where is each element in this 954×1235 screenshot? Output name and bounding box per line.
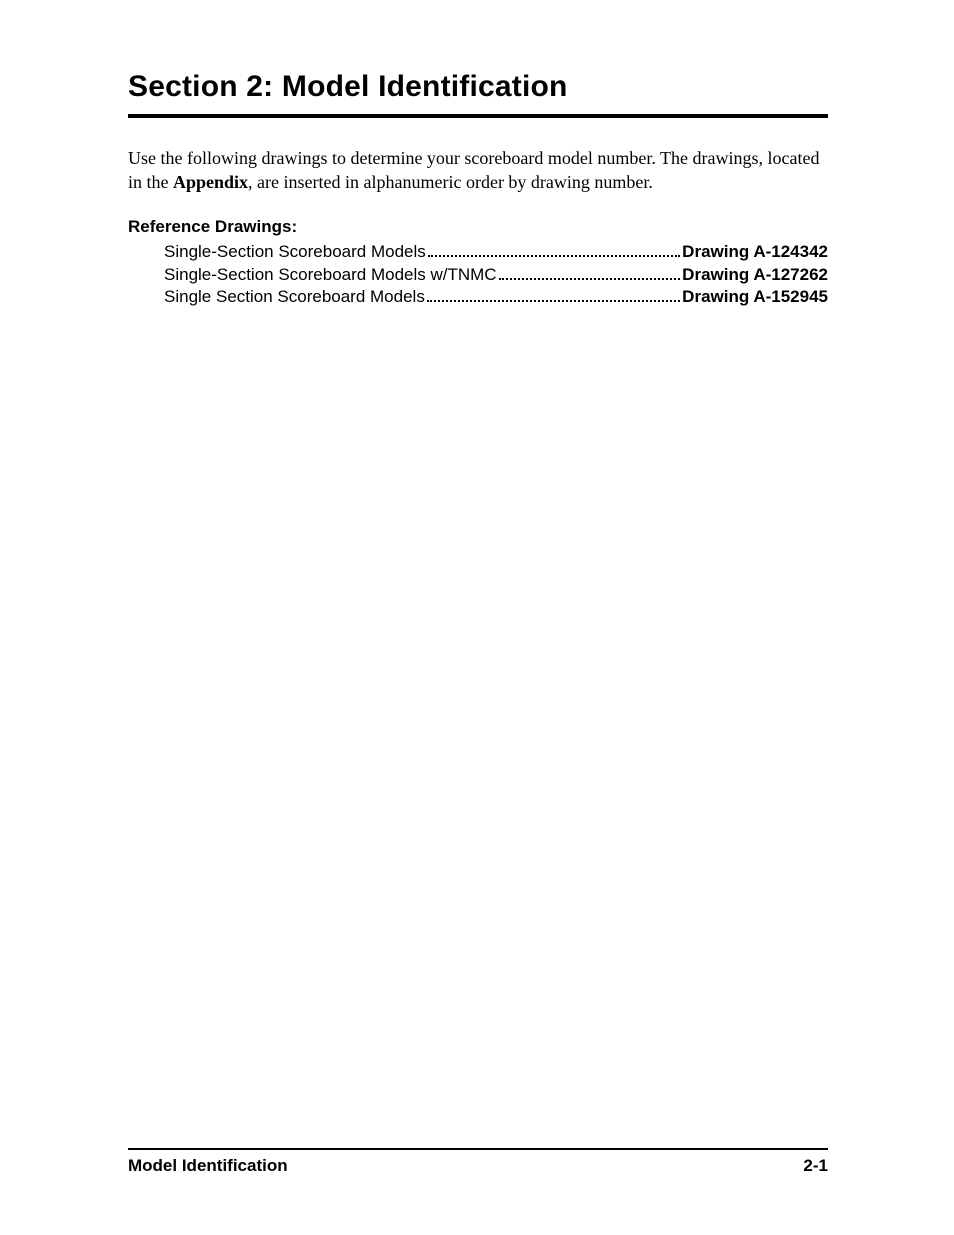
page-footer: Model Identification 2-1	[128, 1148, 828, 1176]
reference-drawing: Drawing A-152945	[682, 286, 828, 309]
reference-drawing: Drawing A-124342	[682, 241, 828, 264]
intro-paragraph: Use the following drawings to determine …	[128, 146, 828, 195]
footer-row: Model Identification 2-1	[128, 1156, 828, 1176]
reference-row: Single-Section Scoreboard Models Drawing…	[164, 241, 828, 264]
reference-row: Single Section Scoreboard Models Drawing…	[164, 286, 828, 309]
intro-bold: Appendix	[173, 172, 248, 192]
reference-label: Single Section Scoreboard Models	[164, 286, 425, 309]
intro-text-2: , are inserted in alphanumeric order by …	[248, 172, 653, 192]
reference-list: Single-Section Scoreboard Models Drawing…	[128, 241, 828, 310]
footer-section-name: Model Identification	[128, 1156, 288, 1176]
footer-rule	[128, 1148, 828, 1150]
reference-label: Single-Section Scoreboard Models w/TNMC	[164, 264, 497, 287]
reference-heading: Reference Drawings:	[128, 217, 828, 237]
section-title: Section 2: Model Identification	[128, 70, 828, 114]
page-content: Section 2: Model Identification Use the …	[128, 70, 828, 309]
dot-leader	[499, 264, 681, 279]
title-rule	[128, 114, 828, 118]
reference-drawing: Drawing A-127262	[682, 264, 828, 287]
footer-page-number: 2-1	[803, 1156, 828, 1176]
reference-row: Single-Section Scoreboard Models w/TNMC …	[164, 264, 828, 287]
dot-leader	[428, 241, 680, 256]
reference-label: Single-Section Scoreboard Models	[164, 241, 426, 264]
dot-leader	[427, 287, 680, 302]
